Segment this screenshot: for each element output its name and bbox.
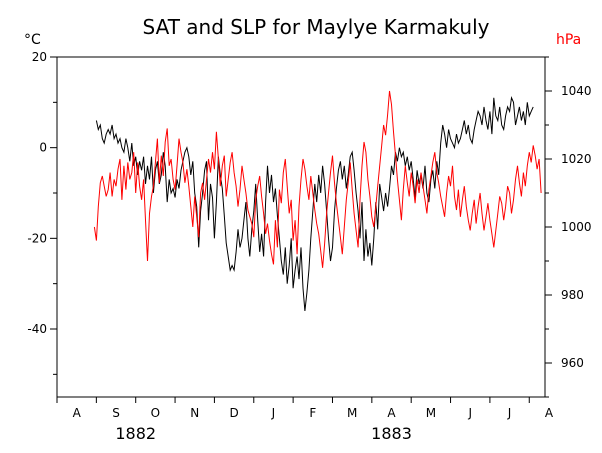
month-tick-label: D: [229, 406, 238, 420]
month-tick-label: J: [271, 406, 276, 420]
left-tick-label: -40: [27, 322, 47, 336]
right-tick-label: 1040: [561, 84, 592, 98]
left-axis-ticks: 20 0 -20 -40: [27, 50, 57, 375]
month-tick-label: A: [545, 406, 554, 420]
right-tick-label: 1020: [561, 152, 592, 166]
right-axis-ticks: 1040 1020 1000 980 960: [545, 56, 592, 398]
month-tick-label: F: [309, 406, 316, 420]
sat-series-line: [95, 95, 534, 311]
left-tick-label: 0: [39, 141, 47, 155]
slp-series-line: [93, 90, 542, 268]
right-tick-label: 1000: [561, 220, 592, 234]
month-tick-label: J: [507, 406, 512, 420]
month-tick-label: N: [190, 406, 199, 420]
month-tick-label: A: [387, 406, 396, 420]
year-label: 1883: [371, 424, 412, 443]
series-layer: [93, 90, 542, 311]
right-tick-label: 980: [561, 288, 584, 302]
month-tick-label: J: [467, 406, 472, 420]
right-axis-unit: hPa: [556, 32, 581, 48]
month-tick-label: S: [112, 406, 120, 420]
chart-title: SAT and SLP for Maylye Karmakuly: [143, 15, 490, 39]
right-tick-label: 960: [561, 356, 584, 370]
left-tick-label: -20: [27, 231, 47, 245]
x-axis-years: 1882 1883: [115, 424, 412, 443]
month-tick-label: A: [73, 406, 82, 420]
plot-frame: [56, 56, 546, 398]
year-label: 1882: [115, 424, 156, 443]
month-tick-label: M: [347, 406, 357, 420]
month-tick-label: O: [151, 406, 160, 420]
left-axis-unit: °C: [24, 32, 41, 48]
left-tick-label: 20: [32, 50, 47, 64]
month-tick-label: M: [426, 406, 436, 420]
